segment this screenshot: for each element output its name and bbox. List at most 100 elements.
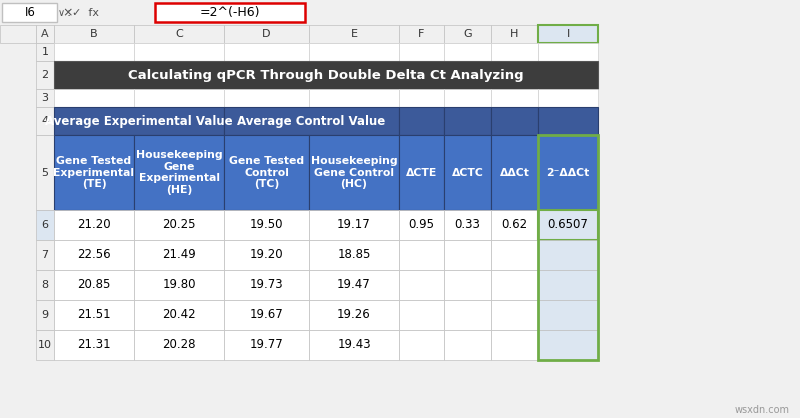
Bar — [309, 25, 399, 43]
Text: 4: 4 — [42, 116, 49, 126]
Text: ✓  fx: ✓ fx — [72, 8, 99, 18]
Text: Calculating qPCR Through Double Delta Ct Analyzing: Calculating qPCR Through Double Delta Ct… — [128, 69, 524, 82]
Bar — [134, 240, 224, 270]
Bar — [134, 210, 224, 240]
Text: :: : — [66, 6, 70, 19]
Text: 20.42: 20.42 — [162, 308, 196, 321]
Bar — [309, 330, 399, 360]
Bar — [224, 89, 309, 107]
Text: I6: I6 — [25, 6, 35, 19]
Text: 19.80: 19.80 — [162, 278, 196, 291]
Bar — [224, 330, 309, 360]
Bar — [399, 25, 444, 43]
Bar — [399, 135, 444, 210]
Text: 19.20: 19.20 — [250, 248, 283, 262]
Text: 19.50: 19.50 — [250, 219, 283, 232]
Bar — [538, 89, 598, 107]
Bar — [399, 300, 444, 330]
Text: 18.85: 18.85 — [338, 248, 370, 262]
Bar — [54, 210, 134, 240]
Bar — [224, 300, 309, 330]
Bar — [399, 43, 444, 61]
Bar — [444, 210, 491, 240]
Bar — [54, 89, 134, 107]
Text: ∨: ∨ — [58, 8, 65, 18]
Bar — [36, 330, 54, 360]
Bar — [0, 25, 36, 43]
Bar — [134, 89, 224, 107]
Text: 21.51: 21.51 — [77, 308, 111, 321]
Bar — [224, 135, 309, 210]
Bar — [309, 300, 399, 330]
Bar — [491, 107, 538, 135]
Bar — [491, 210, 538, 240]
Bar — [224, 43, 309, 61]
Bar — [444, 107, 491, 135]
Text: 19.17: 19.17 — [337, 219, 371, 232]
Text: Average Experimental Value: Average Experimental Value — [45, 115, 233, 127]
Text: B: B — [90, 29, 98, 39]
Text: Average Control Value: Average Control Value — [238, 115, 386, 127]
Bar — [36, 61, 54, 89]
Bar — [491, 330, 538, 360]
Bar — [538, 25, 598, 43]
Bar — [36, 107, 54, 135]
Text: C: C — [175, 29, 183, 39]
Bar — [444, 89, 491, 107]
Text: 19.47: 19.47 — [337, 278, 371, 291]
Text: D: D — [262, 29, 270, 39]
Bar — [134, 300, 224, 330]
Bar — [538, 300, 598, 330]
Bar — [309, 210, 399, 240]
Bar — [54, 240, 134, 270]
Text: 20.28: 20.28 — [162, 339, 196, 352]
Bar — [538, 135, 598, 210]
Bar — [444, 43, 491, 61]
Bar — [134, 135, 224, 210]
Bar — [399, 107, 444, 135]
Bar — [36, 210, 54, 240]
Bar — [309, 89, 399, 107]
Bar — [538, 107, 598, 135]
Bar — [399, 270, 444, 300]
Bar — [36, 43, 54, 61]
Bar — [538, 210, 598, 240]
Bar — [491, 240, 538, 270]
Text: 20.85: 20.85 — [78, 278, 110, 291]
Text: ×: × — [62, 6, 73, 19]
Bar — [491, 89, 538, 107]
Text: 6: 6 — [42, 220, 49, 230]
Bar — [54, 300, 134, 330]
Text: 19.73: 19.73 — [250, 278, 283, 291]
Bar — [224, 210, 309, 240]
Text: E: E — [350, 29, 358, 39]
Text: 7: 7 — [42, 250, 49, 260]
Bar — [309, 270, 399, 300]
Bar — [36, 89, 54, 107]
Bar — [36, 25, 54, 43]
Bar — [224, 240, 309, 270]
Bar — [54, 61, 598, 89]
Text: H: H — [510, 29, 518, 39]
Bar — [444, 270, 491, 300]
Bar — [399, 89, 444, 107]
Text: 22.56: 22.56 — [77, 248, 111, 262]
Text: =2^(-H6): =2^(-H6) — [200, 6, 260, 19]
Text: A: A — [41, 29, 49, 39]
Text: 21.49: 21.49 — [162, 248, 196, 262]
Bar — [54, 270, 134, 300]
Bar — [36, 240, 54, 270]
Bar — [134, 25, 224, 43]
Text: 0.6507: 0.6507 — [547, 219, 589, 232]
Bar — [224, 107, 399, 135]
Text: F: F — [418, 29, 425, 39]
Text: 9: 9 — [42, 310, 49, 320]
Text: wsxdn.com: wsxdn.com — [734, 405, 790, 415]
Bar — [54, 330, 134, 360]
Bar — [2, 3, 57, 22]
Text: 2: 2 — [42, 70, 49, 80]
Bar — [444, 330, 491, 360]
Bar — [538, 240, 598, 270]
Text: 2⁻ΔΔCt: 2⁻ΔΔCt — [546, 168, 590, 178]
Text: 19.26: 19.26 — [337, 308, 371, 321]
